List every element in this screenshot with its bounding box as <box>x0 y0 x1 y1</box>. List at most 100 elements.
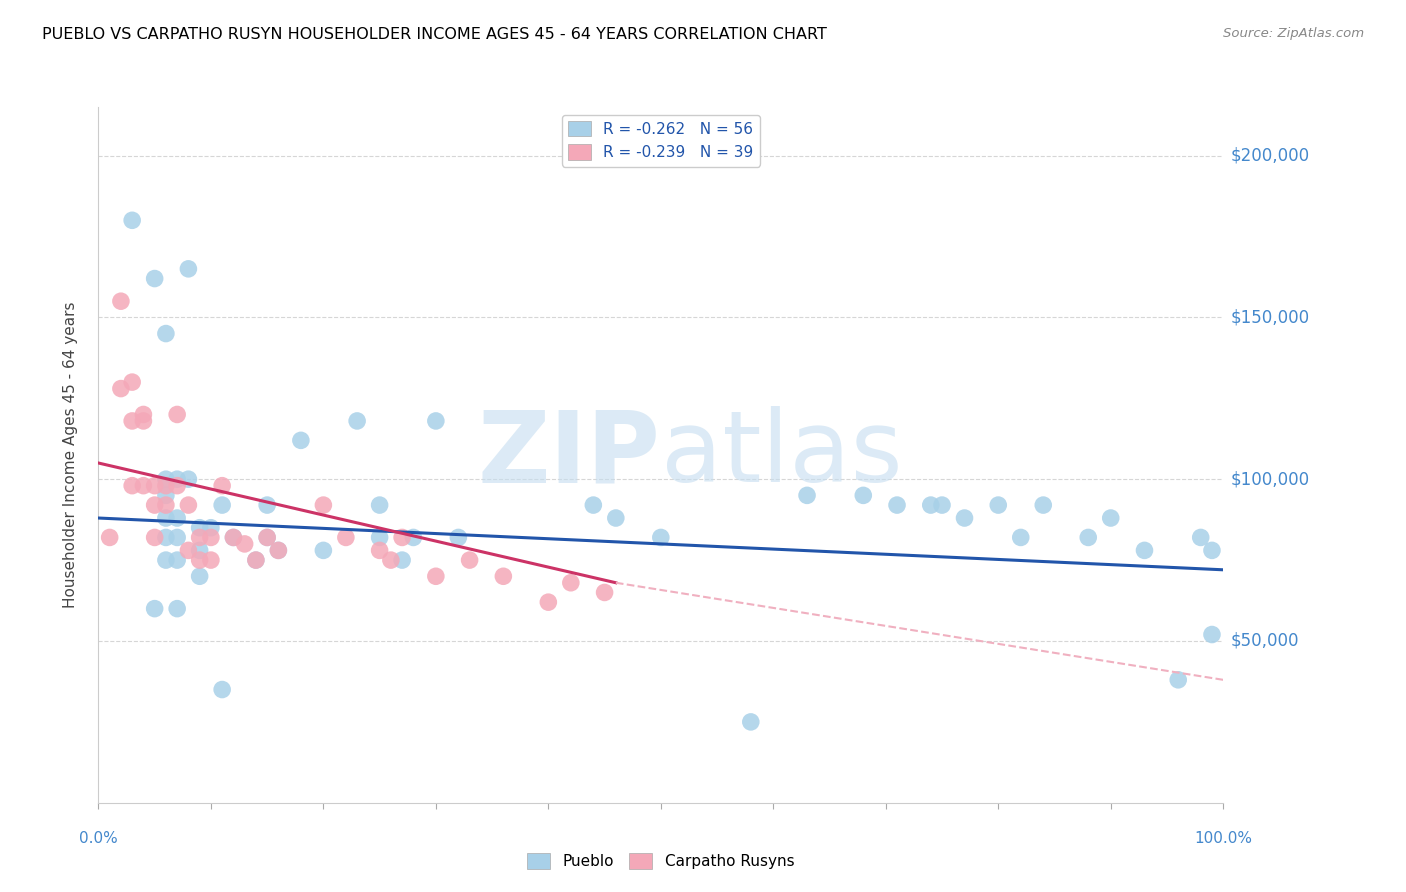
Point <box>121 213 143 227</box>
Point <box>560 575 582 590</box>
Point <box>132 478 155 492</box>
Point <box>222 531 245 545</box>
Point <box>121 414 143 428</box>
Text: 0.0%: 0.0% <box>79 831 118 846</box>
Point <box>368 543 391 558</box>
Point <box>368 531 391 545</box>
Point <box>177 543 200 558</box>
Point <box>1201 543 1223 558</box>
Point <box>177 261 200 276</box>
Point <box>166 472 188 486</box>
Text: PUEBLO VS CARPATHO RUSYN HOUSEHOLDER INCOME AGES 45 - 64 YEARS CORRELATION CHART: PUEBLO VS CARPATHO RUSYN HOUSEHOLDER INC… <box>42 27 827 42</box>
Point <box>402 531 425 545</box>
Text: $100,000: $100,000 <box>1230 470 1309 488</box>
Point <box>110 382 132 396</box>
Point <box>391 531 413 545</box>
Point <box>166 408 188 422</box>
Point <box>1133 543 1156 558</box>
Text: ZIP: ZIP <box>478 407 661 503</box>
Point <box>143 498 166 512</box>
Point <box>121 375 143 389</box>
Text: atlas: atlas <box>661 407 903 503</box>
Point <box>211 682 233 697</box>
Point <box>256 498 278 512</box>
Point <box>200 553 222 567</box>
Point <box>346 414 368 428</box>
Text: Source: ZipAtlas.com: Source: ZipAtlas.com <box>1223 27 1364 40</box>
Legend: Pueblo, Carpatho Rusyns: Pueblo, Carpatho Rusyns <box>522 847 800 875</box>
Point <box>447 531 470 545</box>
Point <box>200 521 222 535</box>
Text: 100.0%: 100.0% <box>1194 831 1253 846</box>
Point <box>1032 498 1054 512</box>
Point <box>222 531 245 545</box>
Point <box>233 537 256 551</box>
Point <box>155 498 177 512</box>
Point <box>155 553 177 567</box>
Point <box>312 498 335 512</box>
Point <box>143 271 166 285</box>
Point <box>155 511 177 525</box>
Point <box>188 553 211 567</box>
Point <box>245 553 267 567</box>
Point <box>987 498 1010 512</box>
Point <box>200 531 222 545</box>
Point <box>1077 531 1099 545</box>
Point <box>155 478 177 492</box>
Point <box>852 488 875 502</box>
Point <box>740 714 762 729</box>
Point <box>920 498 942 512</box>
Point <box>1099 511 1122 525</box>
Y-axis label: Householder Income Ages 45 - 64 years: Householder Income Ages 45 - 64 years <box>63 301 77 608</box>
Point <box>166 601 188 615</box>
Point <box>188 543 211 558</box>
Point <box>256 531 278 545</box>
Point <box>886 498 908 512</box>
Point <box>537 595 560 609</box>
Point <box>155 531 177 545</box>
Point <box>188 569 211 583</box>
Point <box>368 498 391 512</box>
Point <box>1167 673 1189 687</box>
Point <box>425 414 447 428</box>
Text: $150,000: $150,000 <box>1230 309 1309 326</box>
Point <box>953 511 976 525</box>
Point <box>177 472 200 486</box>
Point <box>98 531 121 545</box>
Point <box>312 543 335 558</box>
Point <box>132 408 155 422</box>
Point <box>267 543 290 558</box>
Point <box>593 585 616 599</box>
Point <box>256 531 278 545</box>
Point <box>143 478 166 492</box>
Point <box>1201 627 1223 641</box>
Point <box>155 472 177 486</box>
Point <box>166 553 188 567</box>
Point <box>211 498 233 512</box>
Point <box>166 531 188 545</box>
Point <box>582 498 605 512</box>
Point <box>110 294 132 309</box>
Point <box>335 531 357 545</box>
Point <box>458 553 481 567</box>
Point <box>1189 531 1212 545</box>
Point <box>796 488 818 502</box>
Point <box>380 553 402 567</box>
Point <box>290 434 312 448</box>
Point <box>188 531 211 545</box>
Legend: R = -0.262   N = 56, R = -0.239   N = 39: R = -0.262 N = 56, R = -0.239 N = 39 <box>562 115 759 167</box>
Point <box>267 543 290 558</box>
Point <box>605 511 627 525</box>
Point <box>155 326 177 341</box>
Point <box>1010 531 1032 545</box>
Point <box>931 498 953 512</box>
Point <box>121 478 143 492</box>
Point <box>132 414 155 428</box>
Point <box>211 478 233 492</box>
Point <box>245 553 267 567</box>
Point <box>155 488 177 502</box>
Point <box>492 569 515 583</box>
Point <box>143 601 166 615</box>
Point <box>425 569 447 583</box>
Point <box>166 511 188 525</box>
